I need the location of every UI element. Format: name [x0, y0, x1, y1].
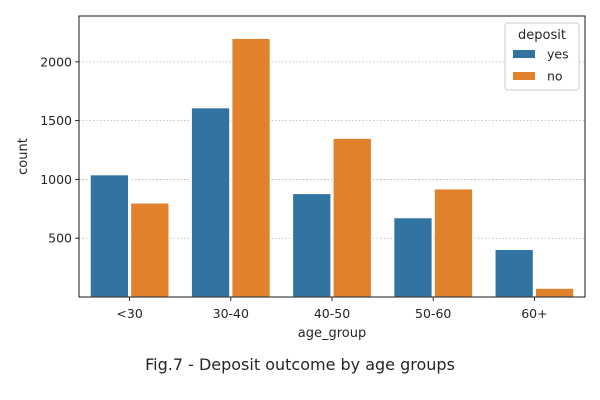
y-tick-label: 1000 [40, 172, 72, 187]
x-tick-label: 40-50 [314, 306, 350, 321]
x-tick-label: 50-60 [415, 306, 451, 321]
bar-yes [190, 107, 231, 298]
x-axis-label: age_group [298, 326, 366, 341]
y-tick-label: 1500 [40, 113, 72, 128]
x-tick-label: 60+ [521, 306, 547, 321]
x-tick-label: 30-40 [213, 306, 249, 321]
legend: deposit yes no [504, 22, 580, 91]
y-tick-label: 500 [48, 231, 72, 246]
bar-no [534, 287, 575, 298]
legend-title: deposit [518, 28, 566, 43]
axis-ticks: 500 1000 1500 2000 <30 30-40 40-50 50-60 60+ [40, 54, 547, 321]
bar-yes [393, 217, 433, 298]
bar-no [433, 188, 474, 298]
bar-yes [89, 174, 130, 298]
bars [89, 37, 575, 298]
legend-label-no: no [547, 69, 563, 84]
legend-entries: yes no [513, 47, 569, 84]
bar-yes [291, 192, 332, 298]
bar-no [130, 202, 170, 298]
bar-yes [494, 248, 535, 298]
y-axis-label: count [16, 138, 31, 175]
bar-no [332, 137, 373, 298]
legend-label-yes: yes [547, 47, 569, 62]
bar-no [231, 37, 271, 298]
figure-caption: Fig.7 - Deposit outcome by age groups [145, 355, 455, 374]
x-tick-label: <30 [116, 306, 142, 321]
y-tick-label: 2000 [40, 54, 72, 69]
legend-swatch-yes [513, 50, 535, 58]
legend-swatch-no [513, 72, 535, 80]
